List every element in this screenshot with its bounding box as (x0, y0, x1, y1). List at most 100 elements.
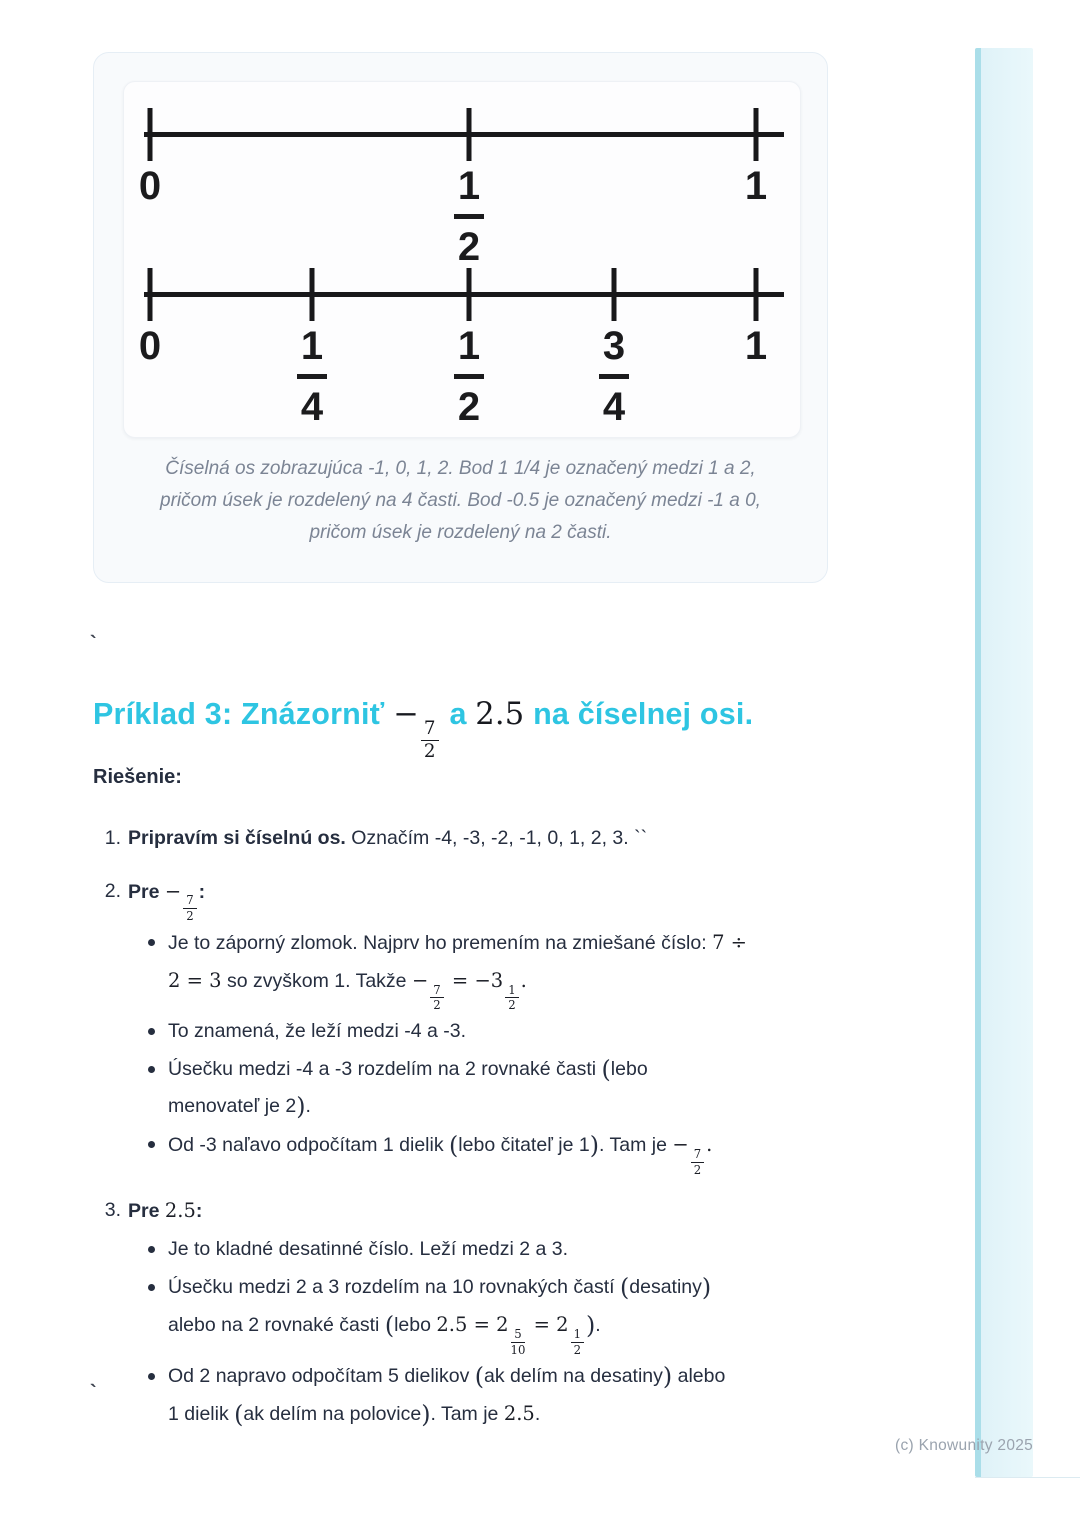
tick-mark (147, 108, 153, 161)
text-segment: ( (601, 1055, 611, 1084)
right-accent-bar (975, 48, 1033, 1477)
text-segment: 7 ÷ (712, 931, 748, 955)
text-segment: desatiny (629, 1276, 702, 1299)
item-line: Pre 2.5: (128, 1192, 838, 1230)
text-segment: Pripravím si číselnú os. (128, 827, 346, 849)
copyright-text: (c) Knowunity 2025 (895, 1437, 1034, 1454)
bullet-text: Je to záporný zlomok. Najprv ho premením… (168, 924, 747, 1012)
tick-value: 0 (138, 324, 162, 368)
bullet-line: Od -3 naľavo odpočítam 1 dielik (lebo či… (168, 1126, 712, 1176)
tick-label: 1 (745, 166, 767, 206)
bullet-row: Je to kladné desatinné číslo. Leží medzi… (128, 1231, 838, 1268)
figure-card: 0 1 2 1 0 (93, 52, 828, 583)
caption-line: Číselná os zobrazujúca -1, 0, 1, 2. Bod … (165, 458, 756, 479)
text-segment: alebo na 2 rovnaké časti (168, 1314, 385, 1337)
text-segment: menovateľ je 2 (168, 1095, 297, 1118)
bullet-line: 1 dielik (ak delím na polovice). Tam je … (168, 1395, 725, 1433)
text-segment: 2.5 (164, 1199, 196, 1223)
text-segment: Od 2 napravo odpočítam 5 dielikov (168, 1364, 475, 1387)
stray-backtick: ` (90, 1382, 97, 1404)
tick-label-fraction: 3 4 (599, 326, 629, 427)
text-segment: a (440, 697, 476, 731)
tick-mark (466, 108, 472, 161)
text-segment: Od -3 naľavo odpočítam 1 dielik (168, 1134, 450, 1157)
tick-mark (309, 268, 315, 321)
bullet-line: Úsečku medzi -4 a -3 rozdelím na 2 rovna… (168, 1051, 648, 1088)
tick-label-fraction: 1 4 (297, 326, 327, 427)
list-item: 2. Pre −7 2: Je to záporný zlomok. Najprv… (93, 873, 838, 1176)
text-segment: 1 dielik (168, 1402, 235, 1425)
text-segment: alebo (672, 1364, 726, 1387)
fraction-bar (454, 374, 484, 379)
bullet-line: To znamená, že leží medzi -4 a -3. (168, 1013, 466, 1050)
item-line: Pre −7 2: (128, 873, 838, 923)
tick-value: 0 (138, 164, 162, 208)
bullet-icon (148, 1028, 155, 1036)
bullet-icon (148, 1284, 155, 1292)
bullet-icon (148, 939, 155, 947)
inline-fraction: 5 10 (510, 1326, 526, 1357)
bullet-icon (148, 1372, 155, 1380)
figure-caption: Číselná os zobrazujúca -1, 0, 1, 2. Bod … (94, 453, 827, 549)
item-content: Pre −7 2: Je to záporný zlomok. Najprv ho… (128, 873, 838, 1176)
bullet-text: Úsečku medzi 2 a 3 rozdelím na 10 rovnak… (168, 1269, 711, 1356)
text-segment: Označím -4, -3, -2, -1, 0, 1, 2, 3. `` (345, 827, 648, 849)
bullet-icon (148, 1066, 155, 1074)
text-segment: ) (662, 1361, 673, 1390)
item-number: 3. (104, 1199, 121, 1222)
bullet-icon (148, 1246, 155, 1254)
text-segment: Pre (128, 881, 165, 903)
bullet-line: 2 = 3 so zvyškom 1. Takže −7 2 = −3 1 2. (168, 962, 747, 1012)
text-segment: . Tam je (599, 1134, 673, 1157)
text-segment: lebo čitateľ je 1 (458, 1134, 590, 1157)
text-segment: − (411, 969, 429, 993)
text-segment: . (520, 969, 527, 993)
tick-label: 0 (139, 326, 161, 366)
fraction-bar (599, 374, 629, 379)
text-segment: ak delím na desatiny (484, 1364, 663, 1387)
text-segment: lebo (394, 1314, 437, 1337)
text-segment: = 2 (527, 1313, 569, 1337)
bullet-row: Je to záporný zlomok. Najprv ho premením… (128, 924, 838, 1012)
bullet-row: Úsečku medzi -4 a -3 rozdelím na 2 rovna… (128, 1051, 838, 1125)
text-segment: na číselnej osi. (524, 697, 754, 731)
text-segment: − (672, 1133, 689, 1157)
text-segment: ) (421, 1399, 431, 1428)
text-segment: ) (701, 1273, 712, 1302)
bullet-text: Od 2 napravo odpočítam 5 dielikov (ak de… (168, 1358, 725, 1433)
tick-label: 0 (139, 166, 161, 206)
fraction-bar (454, 214, 484, 219)
tick-mark (753, 108, 759, 161)
fraction-bar (297, 374, 327, 379)
solution-list: 1. Pripravím si číselnú os. Označím -4, … (93, 812, 838, 1433)
fraction-numerator: 1 (300, 324, 324, 368)
item-content: Pre 2.5: Je to kladné desatinné číslo. L… (128, 1192, 838, 1432)
text-segment: Pre (128, 1200, 165, 1223)
text-segment: ( (384, 1311, 395, 1340)
text-segment: . Tam je (430, 1402, 504, 1425)
fraction-denominator: 2 (457, 225, 481, 269)
bullet-line: Je to kladné desatinné číslo. Leží medzi… (168, 1231, 568, 1268)
text-segment: Je to kladné desatinné číslo. Leží medzi… (168, 1238, 568, 1261)
text-segment: . (595, 1314, 601, 1337)
item-number: 1. (104, 827, 121, 849)
bullet-line: Úsečku medzi 2 a 3 rozdelím na 10 rovnak… (168, 1269, 711, 1306)
bullet-row: Od 2 napravo odpočítam 5 dielikov (ak de… (128, 1358, 838, 1433)
fraction-numerator: 3 (602, 324, 626, 368)
text-segment: 2.5 (475, 697, 525, 732)
tick-mark (466, 268, 472, 321)
fraction-denominator: 2 (457, 385, 481, 429)
text-segment: so zvyškom 1. Takže (221, 970, 412, 993)
bullet-line: Je to záporný zlomok. Najprv ho premením… (168, 924, 747, 962)
list-item: 3. Pre 2.5: Je to kladné desatinné číslo… (93, 1192, 838, 1432)
fraction-numerator: 1 (457, 324, 481, 368)
bullet-text: Od -3 naľavo odpočítam 1 dielik (lebo či… (168, 1126, 712, 1176)
list-item: 1. Pripravím si číselnú os. Označím -4, … (93, 820, 838, 857)
text-segment: lebo (610, 1058, 648, 1081)
tick-value: 1 (744, 164, 768, 208)
bullet-text: Úsečku medzi -4 a -3 rozdelím na 2 rovna… (168, 1051, 648, 1125)
